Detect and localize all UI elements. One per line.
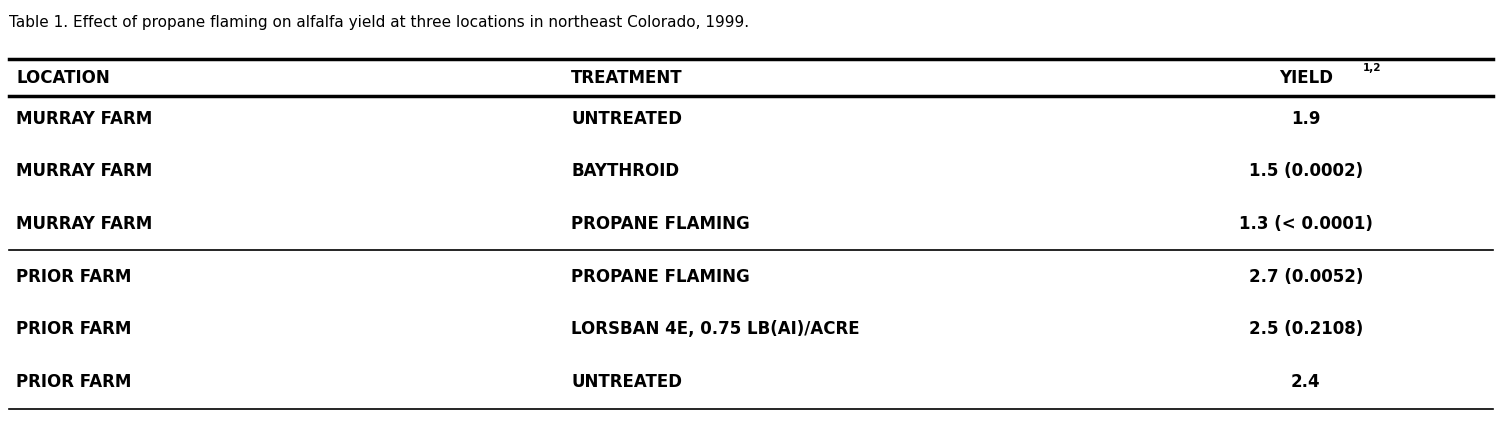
- Text: 1,2: 1,2: [1362, 63, 1382, 73]
- Text: 1.5 (0.0002): 1.5 (0.0002): [1248, 163, 1362, 181]
- Text: LORSBAN 4E, 0.75 LB(AI)/ACRE: LORSBAN 4E, 0.75 LB(AI)/ACRE: [571, 320, 859, 338]
- Text: MURRAY FARM: MURRAY FARM: [17, 215, 153, 233]
- Text: PROPANE FLAMING: PROPANE FLAMING: [571, 267, 749, 285]
- Text: 2.5 (0.2108): 2.5 (0.2108): [1248, 320, 1362, 338]
- Text: PRIOR FARM: PRIOR FARM: [17, 267, 132, 285]
- Text: YIELD: YIELD: [1278, 69, 1332, 87]
- Text: PROPANE FLAMING: PROPANE FLAMING: [571, 215, 749, 233]
- Text: TREATMENT: TREATMENT: [571, 69, 683, 87]
- Text: 1.3 (< 0.0001): 1.3 (< 0.0001): [1239, 215, 1373, 233]
- Text: 2.4: 2.4: [1290, 373, 1320, 391]
- Text: MURRAY FARM: MURRAY FARM: [17, 110, 153, 128]
- Text: BAYTHROID: BAYTHROID: [571, 163, 679, 181]
- Text: 2.7 (0.0052): 2.7 (0.0052): [1248, 267, 1362, 285]
- Text: LOCATION: LOCATION: [17, 69, 110, 87]
- Text: UNTREATED: UNTREATED: [571, 110, 682, 128]
- Text: UNTREATED: UNTREATED: [571, 373, 682, 391]
- Text: 1.9: 1.9: [1290, 110, 1320, 128]
- Text: MURRAY FARM: MURRAY FARM: [17, 163, 153, 181]
- Text: PRIOR FARM: PRIOR FARM: [17, 373, 132, 391]
- Text: Table 1. Effect of propane flaming on alfalfa yield at three locations in northe: Table 1. Effect of propane flaming on al…: [9, 15, 749, 30]
- Text: PRIOR FARM: PRIOR FARM: [17, 320, 132, 338]
